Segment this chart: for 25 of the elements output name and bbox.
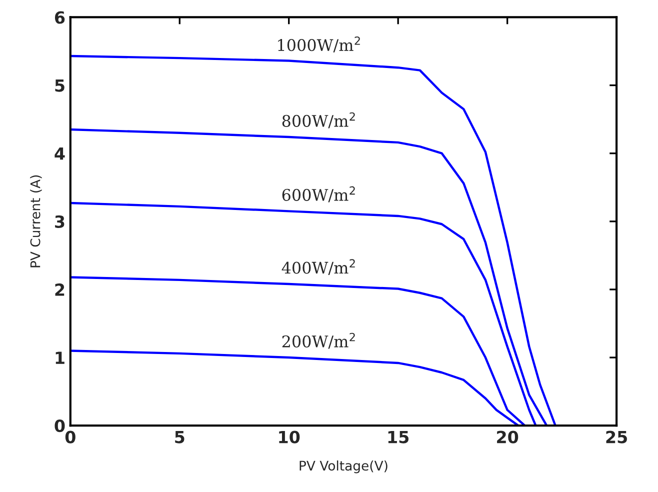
x-axis-title: PV Voltage(V) — [300, 460, 388, 474]
x-tick-label: 0 — [65, 430, 76, 444]
x-tick-label: 10 — [279, 430, 300, 444]
y-axis-title: PV Current (A) — [30, 175, 42, 268]
series-label: 400W/m$^{2}$ — [282, 259, 355, 276]
line-series — [70, 276, 526, 426]
series-label: 1000W/m$^{2}$ — [278, 36, 360, 52]
series-label: 200W/m$^{2}$ — [282, 332, 355, 349]
line-series — [70, 202, 537, 426]
y-tick-label: 6 — [54, 11, 65, 24]
x-tick-label: 25 — [606, 430, 627, 444]
series-label: 600W/m$^{2}$ — [282, 186, 355, 202]
line-series — [70, 128, 548, 426]
y-tick-label: 1 — [56, 352, 64, 364]
series-label: 800W/m$^{2}$ — [282, 112, 355, 128]
x-tick-label: 5 — [175, 430, 184, 444]
x-tick-label: 15 — [388, 430, 409, 444]
line-series — [70, 54, 556, 426]
y-tick-label: 2 — [55, 283, 64, 296]
line-series — [70, 350, 520, 426]
y-tick-label: 3 — [55, 215, 64, 228]
y-tick-label: 4 — [54, 148, 65, 160]
x-tick-label: 20 — [497, 430, 518, 444]
y-tick-label: 5 — [55, 79, 64, 92]
y-tick-label: 0 — [54, 420, 65, 432]
